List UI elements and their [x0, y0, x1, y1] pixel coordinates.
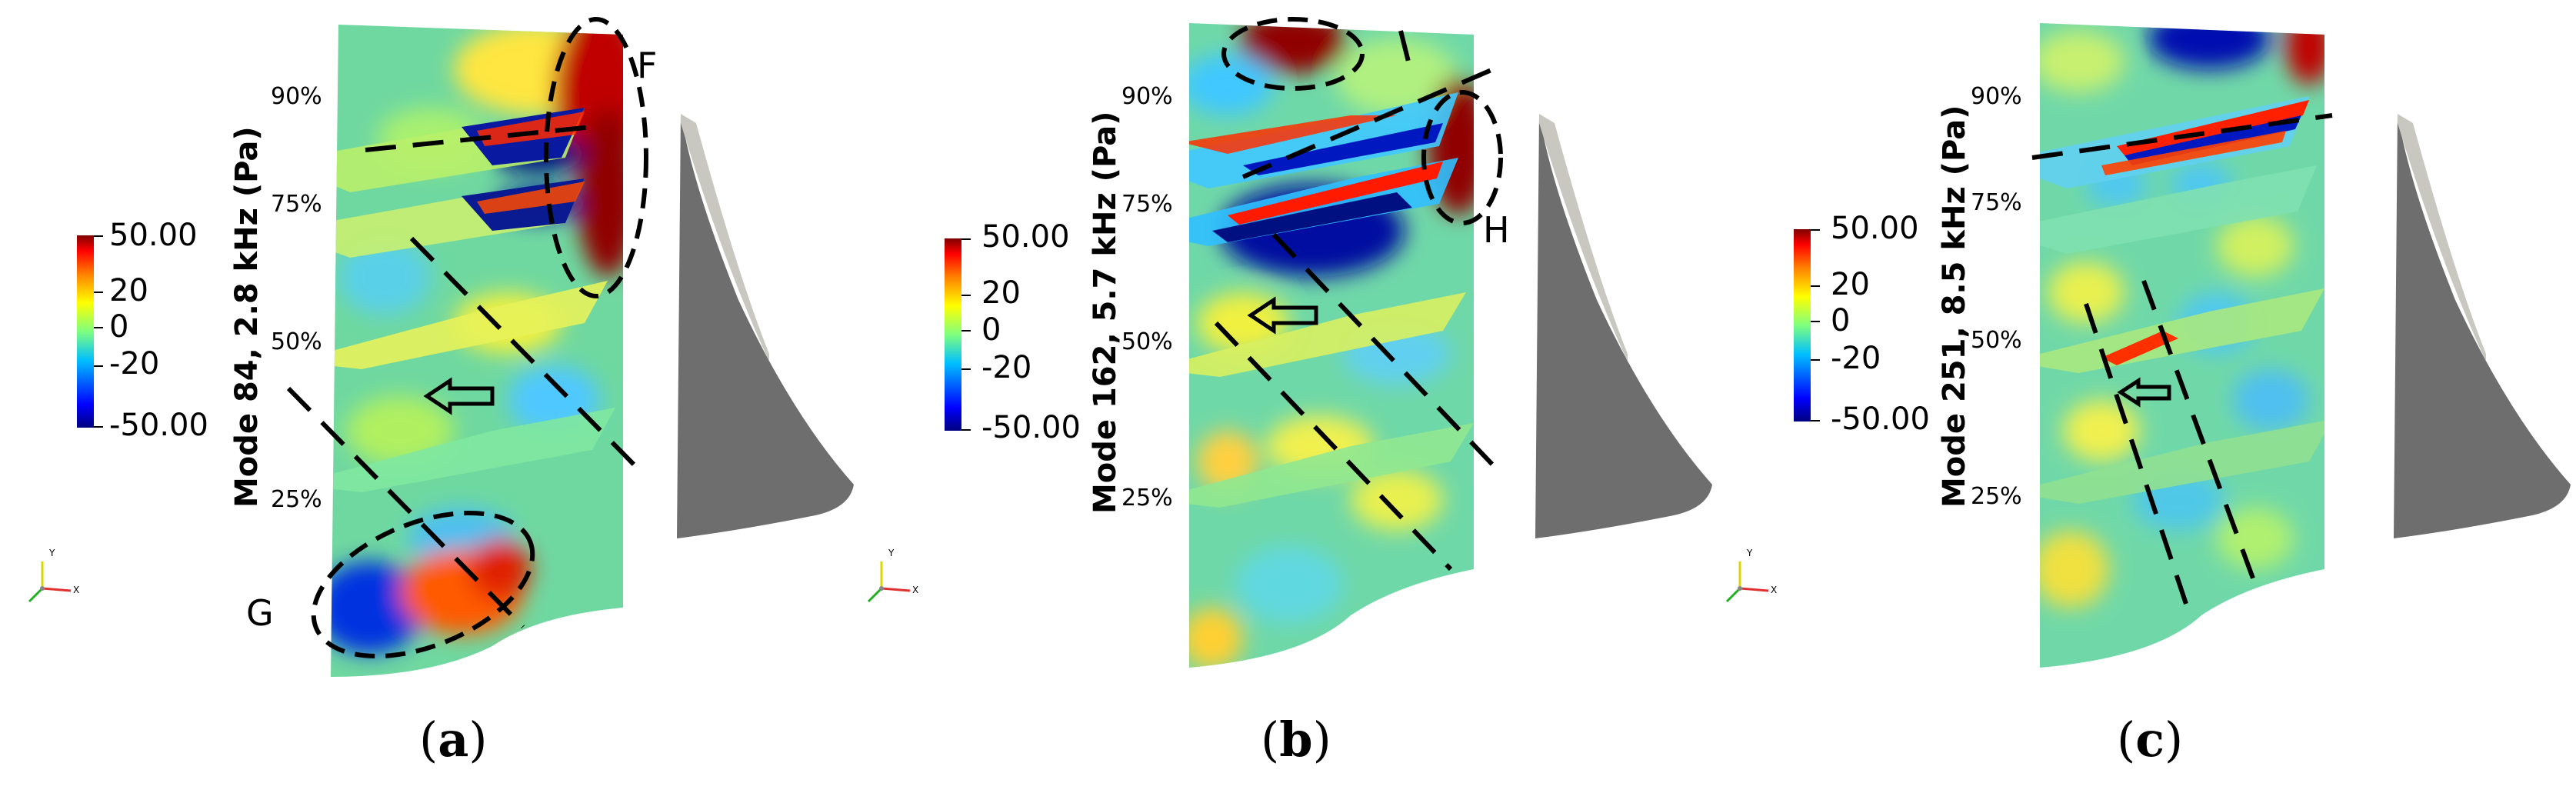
- span-label-75-b: 75%: [1121, 191, 1173, 218]
- panel-b: Mode 162, 5.7 kHz (Pa) 50.00 20 0 -20 -5…: [858, 0, 1717, 793]
- colorbar-title-a: Mode 84, 2.8 kHz (Pa): [229, 126, 265, 508]
- pressure-field-c: [1725, 23, 2571, 668]
- span-label-90-a: 90%: [271, 83, 322, 110]
- colorbar-c: [1794, 229, 1811, 421]
- colorbar-tick-neg20-a: -20: [109, 346, 160, 382]
- colorbar-tick-min-a: -50.00: [109, 408, 208, 443]
- colorbar-tick-neg20-b: -20: [981, 350, 1032, 385]
- colorbar-tick-0-b: 0: [981, 312, 1001, 348]
- colorbar-tick-20-c: 20: [1831, 267, 1870, 302]
- colorbar-b: [945, 238, 961, 431]
- blade-b: [1535, 114, 1712, 538]
- span-label-25-c: 25%: [1971, 483, 2022, 510]
- span-label-90-c: 90%: [1971, 83, 2022, 110]
- axes-triad-b: [867, 561, 911, 603]
- span-label-75-a: 75%: [271, 191, 322, 218]
- pressure-field-a: [28, 17, 854, 677]
- blade-c: [2394, 114, 2571, 538]
- span-label-25-b: 25%: [1121, 485, 1173, 511]
- colorbar-tick-min-b: -50.00: [981, 410, 1081, 445]
- span-label-50-b: 50%: [1121, 328, 1173, 355]
- axis-x-label-b: X: [912, 585, 919, 595]
- flow-arrow-a: [423, 377, 495, 415]
- colorbar-tick-0-a: 0: [109, 309, 129, 345]
- span-label-75-c: 75%: [1971, 189, 2022, 216]
- caption-b: (b): [1261, 711, 1331, 768]
- axis-x-label-a: X: [73, 585, 80, 595]
- callout-f: F: [637, 45, 658, 86]
- callout-h: H: [1483, 209, 1510, 251]
- colorbar-tick-min-c: -50.00: [1831, 401, 1930, 437]
- span-label-25-a: 25%: [271, 486, 322, 513]
- colorbar-tick-max-c: 50.00: [1831, 211, 1919, 246]
- colorbar-a: [77, 235, 94, 428]
- callout-g: G: [246, 592, 274, 634]
- span-label-90-b: 90%: [1121, 83, 1173, 110]
- colorbar-tick-0-c: 0: [1831, 303, 1851, 338]
- caption-letter-b: b: [1279, 711, 1313, 768]
- pressure-field-b: [867, 17, 1712, 668]
- colorbar-title-c: Mode 251, 8.5 kHz (Pa): [1937, 105, 1972, 508]
- axes-triad-c: [1725, 561, 1769, 603]
- colorbar-tick-neg20-c: -20: [1831, 341, 1881, 376]
- caption-a: (a): [419, 711, 488, 768]
- colorbar-tick-20-b: 20: [981, 275, 1021, 311]
- axis-y-label-b: Y: [888, 548, 895, 558]
- panel-a: Mode 84, 2.8 kHz (Pa) 50.00 20 0 -20 -50…: [0, 0, 858, 793]
- blade-a: [677, 114, 854, 538]
- axis-x-label-c: X: [1771, 585, 1778, 595]
- caption-c: (c): [2117, 711, 2184, 768]
- colorbar-tick-max-b: 50.00: [981, 219, 1070, 255]
- flow-arrow-c: [2117, 377, 2171, 408]
- flow-arrow-b: [1247, 296, 1318, 335]
- colorbar-title-b: Mode 162, 5.7 kHz (Pa): [1088, 111, 1123, 514]
- colorbar-tick-20-a: 20: [109, 273, 148, 308]
- caption-letter-a: a: [438, 711, 469, 768]
- axis-y-label-c: Y: [1747, 548, 1753, 558]
- panel-c: Mode 251, 8.5 kHz (Pa) 50.00 20 0 -20 -5…: [1717, 0, 2575, 793]
- axes-triad-a: [28, 561, 72, 603]
- span-label-50-a: 50%: [271, 328, 322, 355]
- axis-y-label-a: Y: [49, 548, 55, 558]
- colorbar-tick-max-a: 50.00: [109, 218, 198, 253]
- caption-letter-c: c: [2135, 711, 2164, 768]
- span-label-50-c: 50%: [1971, 327, 2022, 354]
